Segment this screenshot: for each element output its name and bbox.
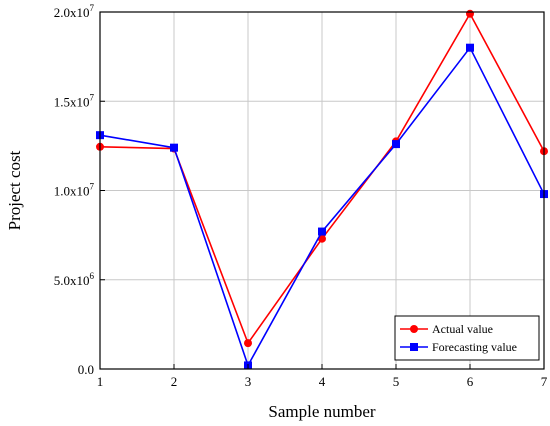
- legend-marker-actual: [410, 325, 418, 333]
- x-tick-label: 4: [319, 374, 326, 389]
- x-tick-label: 2: [171, 374, 178, 389]
- data-point-forecast: [466, 43, 474, 52]
- legend-label-forecast: Forecasting value: [432, 340, 517, 354]
- x-tick-label: 3: [245, 374, 252, 389]
- x-axis-title: Sample number: [268, 402, 376, 421]
- y-axis-title: Project cost: [5, 150, 24, 230]
- axis-ticks: 1 2 3 4 5 6 7 0.0 5.0x106 1.0x107 1.5x107 2.0x107: [54, 3, 548, 389]
- y-tick-label: 1.0x107: [54, 182, 95, 199]
- y-tick-label: 1.5x107: [54, 92, 95, 109]
- data-point-actual: [244, 339, 252, 348]
- data-point-actual: [466, 9, 474, 18]
- legend-label-actual: Actual value: [432, 322, 493, 336]
- data-point-forecast: [318, 227, 326, 236]
- x-tick-label: 1: [97, 374, 104, 389]
- y-tick-label: 5.0x106: [54, 271, 95, 288]
- data-point-forecast: [392, 140, 400, 149]
- legend-marker-forecast: [410, 343, 418, 351]
- legend: Actual value Forecasting value: [394, 315, 540, 361]
- x-tick-label: 6: [467, 374, 474, 389]
- series-layer: [96, 9, 548, 370]
- grid-lines: [99, 11, 545, 370]
- legend-box: [394, 315, 540, 361]
- data-point-forecast: [170, 143, 178, 152]
- x-tick-label: 7: [541, 374, 548, 389]
- y-tick-label: 2.0x107: [54, 3, 95, 20]
- x-tick-label: 5: [393, 374, 400, 389]
- y-tick-label: 0.0: [78, 362, 94, 377]
